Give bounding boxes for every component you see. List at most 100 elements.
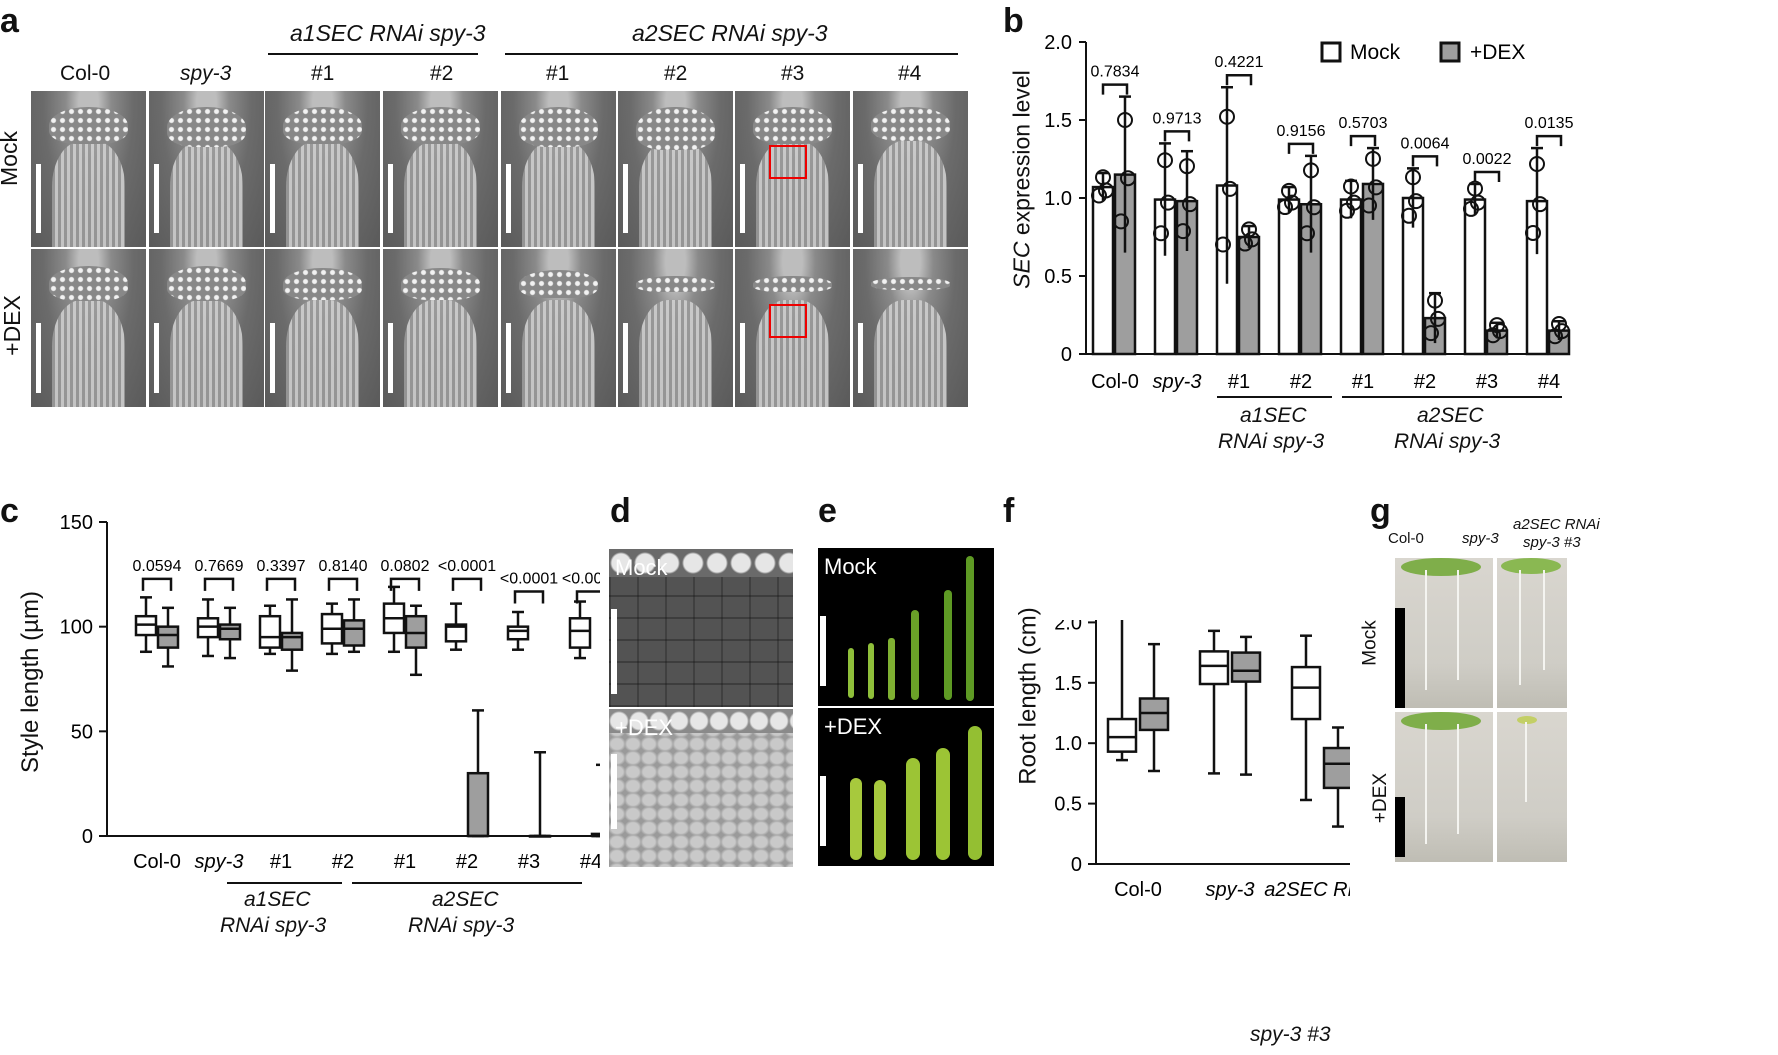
- x-tick-label: #2: [1290, 371, 1312, 393]
- box: [1198, 650, 1230, 686]
- data-point: [1281, 182, 1297, 199]
- scale-bar: [622, 164, 628, 233]
- silique: [868, 643, 874, 699]
- significance-bracket: [513, 590, 545, 604]
- p-value: 0.3397: [257, 558, 306, 575]
- scale-bar: [857, 164, 863, 233]
- silique: [874, 780, 886, 860]
- x-tick-label: #3: [518, 851, 540, 873]
- y-tick-label: 1.5: [1054, 673, 1082, 695]
- panel-b-bar-chart: 0 0.5 1.0 1.5 2.0 Col-0 spy-3 #1 #2 #1 #2 #3 #4 0.78…: [1044, 32, 1573, 393]
- zoom-region-box: [769, 304, 807, 338]
- sem-image: [382, 248, 499, 408]
- panel-a-group-a1-line: [268, 53, 478, 55]
- stigma-papillae: [49, 106, 128, 145]
- y-tick-label: 100: [60, 617, 93, 639]
- panel-c-group-a1-line1: a1SEC: [244, 888, 311, 911]
- x-tick-label: spy-3: [1206, 879, 1255, 901]
- y-tick-label: 2.0: [1054, 620, 1082, 634]
- box: [156, 625, 180, 649]
- style-tissue: [51, 140, 126, 247]
- data-point: [1532, 196, 1548, 213]
- data-point: [1215, 236, 1231, 253]
- panel-a-col-label: #2: [430, 62, 454, 85]
- y-tick-label: 1.0: [1044, 188, 1072, 210]
- box: [280, 631, 304, 651]
- silique: [911, 610, 919, 700]
- x-tick-label: Col-0: [1091, 371, 1139, 393]
- x-tick-label: spy-3: [195, 851, 244, 873]
- significance-bracket: [203, 577, 235, 591]
- root: [1525, 722, 1527, 802]
- y-tick-label: 1.0: [1054, 733, 1082, 755]
- style-tissue: [285, 299, 360, 407]
- style-tissue: [169, 140, 244, 247]
- x-tick-label: #4: [1538, 371, 1560, 393]
- sem-image: [30, 248, 147, 408]
- y-tick-label: 150: [60, 512, 93, 534]
- data-point: [1368, 179, 1384, 196]
- panel-g-photo-mock-left: [1395, 558, 1493, 708]
- panel-c-group-a2-line: [352, 882, 582, 884]
- significance-bracket: [1473, 170, 1501, 182]
- x-tick-label: #4: [580, 851, 600, 873]
- data-point: [1303, 162, 1319, 179]
- silique: [944, 590, 952, 700]
- style-tissue: [638, 140, 713, 247]
- data-point: [1427, 292, 1443, 309]
- x-tick-label: #2: [332, 851, 354, 873]
- box: [1230, 651, 1262, 683]
- panel-a-col-label: #4: [898, 62, 922, 85]
- legend-dex-swatch: [1439, 41, 1461, 63]
- data-point: [1175, 223, 1191, 240]
- scale-bar: [1395, 608, 1405, 708]
- data-point: [1160, 194, 1176, 211]
- panel-c-label: c: [0, 492, 19, 530]
- p-value: <0.0001: [438, 558, 496, 575]
- stigma-papillae: [636, 106, 715, 151]
- box: [444, 623, 468, 643]
- panel-d-sem-dex: +DEX: [608, 708, 794, 868]
- panel-a-group-a2-line: [505, 53, 958, 55]
- stigma-papillae: [753, 275, 832, 292]
- data-point: [1153, 225, 1169, 242]
- root: [1425, 570, 1427, 690]
- y-tick-label: 0: [1061, 344, 1072, 366]
- scale-bar: [1395, 797, 1405, 857]
- p-value: 0.0064: [1401, 135, 1450, 152]
- style-tissue: [403, 299, 478, 407]
- bar: [1339, 198, 1363, 356]
- panel-g-photo-mock-right: [1497, 558, 1567, 708]
- panel-a-col-label: spy-3: [180, 62, 232, 85]
- data-point: [1361, 197, 1377, 214]
- data-point: [1346, 194, 1362, 211]
- data-point: [1525, 224, 1541, 241]
- legend-mock-swatch: [1320, 41, 1342, 63]
- leaf: [1401, 712, 1481, 730]
- panel-c-group-a1-line2: RNAi spy-3: [220, 914, 327, 937]
- box: [1106, 717, 1138, 753]
- scale-bar: [611, 754, 617, 829]
- stigma-papillae: [636, 275, 715, 292]
- panel-g-label: g: [1370, 492, 1391, 530]
- bar: [1237, 235, 1261, 356]
- leaf: [1401, 558, 1481, 576]
- sem-image: [382, 90, 499, 248]
- scale-bar: [611, 609, 617, 694]
- data-point: [1405, 169, 1421, 186]
- panel-a-group-a1: a1SEC RNAi spy-3: [290, 20, 486, 46]
- significance-bracket: [141, 577, 173, 591]
- style-tissue: [638, 299, 713, 407]
- box: [258, 614, 282, 649]
- style-tissue: [873, 140, 948, 247]
- scale-bar: [153, 323, 159, 393]
- x-tick-label: #1: [1352, 371, 1374, 393]
- panel-a-label: a: [0, 2, 19, 40]
- sem-image: [264, 248, 381, 408]
- root: [1457, 724, 1459, 834]
- significance-bracket: [1163, 130, 1191, 142]
- panel-a-col-label: #2: [664, 62, 688, 85]
- panel-e-photo-mock: Mock: [818, 548, 994, 706]
- panel-f-ylabel: Root length (cm): [1014, 607, 1042, 785]
